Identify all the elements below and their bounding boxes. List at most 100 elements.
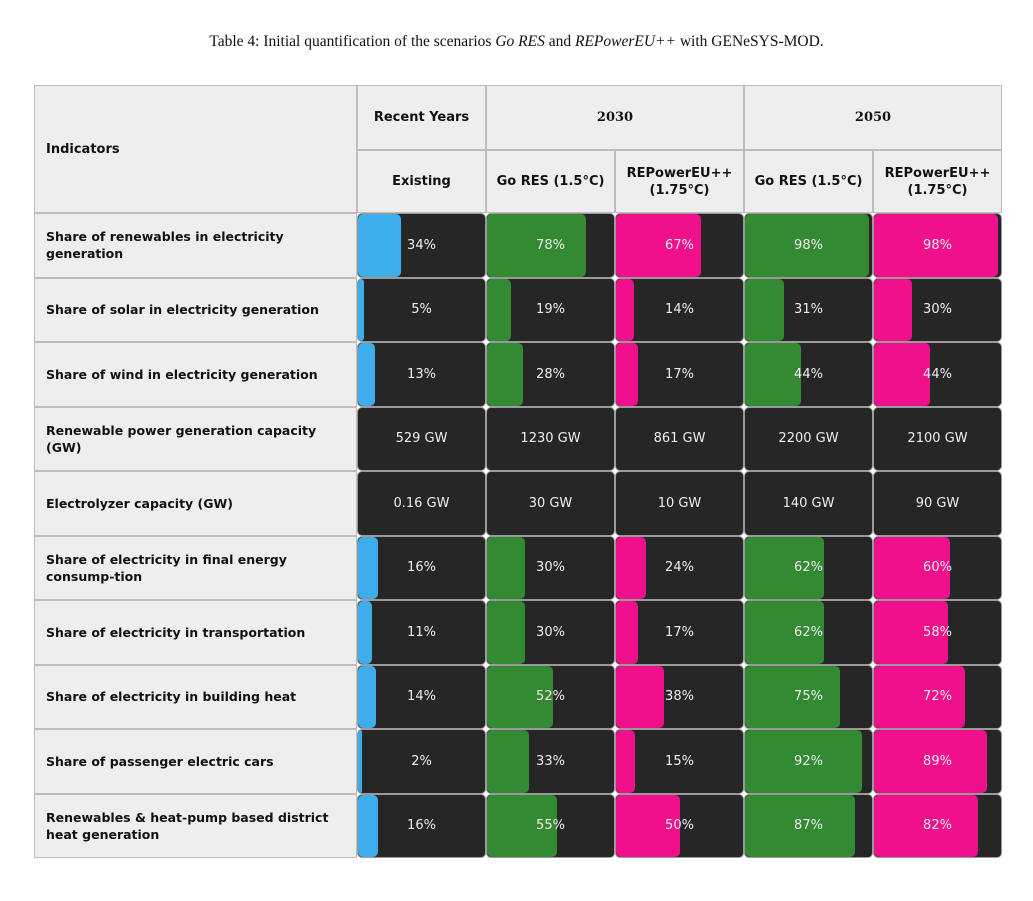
cell-2030-go-res: 1230 GW (486, 406, 615, 471)
bar-fill (745, 536, 824, 599)
cell-value: 1230 GW (520, 431, 581, 447)
cell-value: 98% (794, 237, 823, 253)
cell-value: 861 GW (653, 431, 706, 447)
cell-value: 52% (536, 689, 565, 705)
row-label: Share of electricity in building heat (34, 664, 357, 729)
cell-2050-go-res: 44% (744, 342, 873, 407)
cell-value: 78% (536, 237, 565, 253)
cell-existing: 2% (357, 729, 486, 794)
cell-2030-repowereu: 17% (615, 342, 744, 407)
cell-2030-go-res: 30% (486, 600, 615, 665)
cell-value: 10 GW (657, 495, 702, 511)
cell-existing: 11% (357, 600, 486, 665)
cell-value: 2% (411, 753, 432, 769)
bar-fill (874, 214, 999, 277)
cell-2030-repowereu: 50% (615, 793, 744, 858)
bar-fill (487, 794, 557, 857)
bar-fill (745, 794, 856, 857)
row-label: Share of electricity in transportation (34, 600, 357, 665)
cell-value: 11% (407, 624, 436, 640)
cell-existing: 34% (357, 213, 486, 278)
cell-value: 5% (411, 302, 432, 318)
cell-value: 55% (536, 818, 565, 834)
cell-2030-repowereu: 17% (615, 600, 744, 665)
cell-value: 140 GW (782, 495, 835, 511)
cell-2050-go-res: 92% (744, 729, 873, 794)
cell-value: 16% (407, 818, 436, 834)
cell-value: 38% (665, 689, 694, 705)
cell-value: 24% (665, 560, 694, 576)
row-label: Share of wind in electricity generation (34, 342, 357, 407)
cell-2030-repowereu: 15% (615, 729, 744, 794)
cell-2030-go-res: 30 GW (486, 471, 615, 536)
cell-2050-repowereu: 58% (873, 600, 1002, 665)
cell-existing: 16% (357, 535, 486, 600)
cell-value: 98% (923, 237, 952, 253)
bar-fill (358, 278, 365, 341)
bar-fill (616, 278, 634, 341)
cell-value: 19% (536, 302, 565, 318)
cell-value: 89% (923, 753, 952, 769)
cell-value: 90 GW (915, 495, 960, 511)
cell-2030-go-res: 19% (486, 277, 615, 342)
cell-2050-repowereu: 98% (873, 213, 1002, 278)
row-label: Renewables & heat-pump based district he… (34, 793, 357, 858)
cell-2030-repowereu: 10 GW (615, 471, 744, 536)
bar-fill (874, 730, 988, 793)
cell-value: 529 GW (395, 431, 448, 447)
bar-fill (487, 278, 512, 341)
bar-fill (616, 730, 636, 793)
cell-value: 72% (923, 689, 952, 705)
cell-value: 2200 GW (778, 431, 839, 447)
cell-value: 34% (407, 237, 436, 253)
bar-fill (487, 601, 526, 664)
cell-2030-repowereu: 38% (615, 664, 744, 729)
header-col-2050-repowereu: REPowerEU++ (1.75°C) (873, 150, 1002, 213)
row-label: Share of renewables in electricity gener… (34, 213, 357, 278)
cell-value: 17% (665, 624, 694, 640)
cell-2030-go-res: 33% (486, 729, 615, 794)
cell-value: 30% (923, 302, 952, 318)
cell-existing: 5% (357, 277, 486, 342)
cell-2030-go-res: 55% (486, 793, 615, 858)
bar-fill (487, 343, 523, 406)
cell-value: 67% (665, 237, 694, 253)
cell-2050-repowereu: 2100 GW (873, 406, 1002, 471)
row-label: Share of solar in electricity generation (34, 277, 357, 342)
cell-2050-repowereu: 60% (873, 535, 1002, 600)
bar-fill (874, 536, 951, 599)
cell-value: 14% (665, 302, 694, 318)
cell-value: 30% (536, 624, 565, 640)
cell-2050-go-res: 62% (744, 600, 873, 665)
bar-fill (358, 730, 362, 793)
bar-fill (616, 214, 702, 277)
bar-fill (616, 794, 680, 857)
cell-2030-go-res: 28% (486, 342, 615, 407)
bar-fill (745, 214, 870, 277)
cell-existing: 0.16 GW (357, 471, 486, 536)
header-col-2030-go-res: Go RES (1.5°C) (486, 150, 615, 213)
bar-fill (358, 214, 402, 277)
bar-fill (745, 601, 824, 664)
bar-fill (616, 343, 638, 406)
cell-value: 33% (536, 753, 565, 769)
bar-fill (616, 665, 665, 728)
cell-value: 44% (923, 366, 952, 382)
bar-fill (745, 730, 862, 793)
cell-2050-repowereu: 82% (873, 793, 1002, 858)
cell-2030-repowereu: 14% (615, 277, 744, 342)
bar-fill (358, 343, 375, 406)
bar-fill (358, 794, 379, 857)
bar-fill (874, 601, 948, 664)
cell-value: 60% (923, 560, 952, 576)
cell-value: 15% (665, 753, 694, 769)
bar-fill (745, 278, 785, 341)
cell-value: 50% (665, 818, 694, 834)
cell-existing: 16% (357, 793, 486, 858)
cell-value: 44% (794, 366, 823, 382)
bar-fill (487, 536, 526, 599)
header-group-recent: Recent Years (357, 85, 486, 150)
cell-value: 82% (923, 818, 952, 834)
cell-value: 62% (794, 560, 823, 576)
cell-existing: 13% (357, 342, 486, 407)
